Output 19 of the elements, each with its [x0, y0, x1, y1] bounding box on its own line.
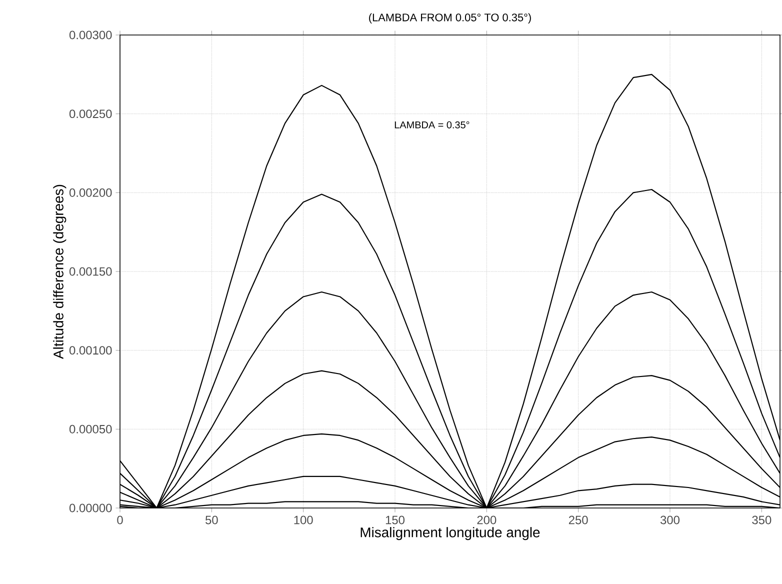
x-tick-label: 250 [568, 516, 588, 524]
y-tick-label: 0.00050 [69, 424, 112, 434]
x-tick-label: 50 [206, 516, 218, 524]
x-tick-label: 200 [477, 516, 496, 524]
x-tick-label: 150 [386, 516, 405, 524]
y-tick-label: 0.00300 [69, 30, 112, 40]
x-axis-title: Misalignment longitude angle [360, 527, 540, 540]
y-axis-title: Altitude difference (degrees) [53, 184, 66, 359]
y-tick-label: 0.00000 [69, 504, 112, 512]
y-tick-label: 0.00250 [69, 110, 112, 118]
y-tick-label: 0.00100 [69, 346, 112, 355]
x-tick-label: 0 [117, 516, 123, 524]
x-tick-label: 350 [752, 516, 772, 524]
annotation: LAMBDA = 0.35° [394, 121, 470, 128]
y-tick-label: 0.00200 [69, 188, 112, 197]
x-tick-label: 300 [660, 516, 680, 524]
y-tick-label: 0.00150 [69, 267, 112, 276]
chart-title: (LAMBDA FROM 0.05° TO 0.35°) [369, 13, 531, 24]
x-tick-label: 100 [294, 516, 313, 524]
